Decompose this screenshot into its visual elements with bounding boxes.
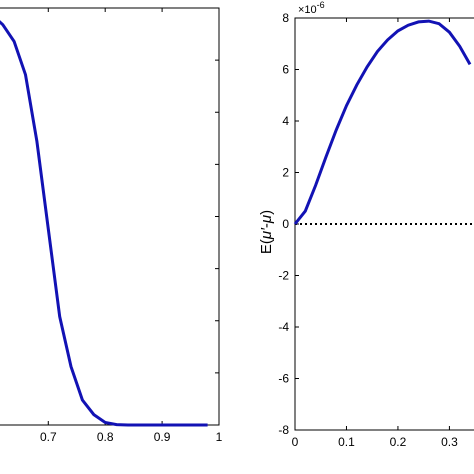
right-y-tick-label-6: 4 bbox=[282, 114, 289, 128]
left-series-line bbox=[0, 20, 208, 427]
left-x-tick-label-1: 0.7 bbox=[40, 430, 57, 444]
left-plot-frame bbox=[0, 7, 220, 426]
left-axis-ticks bbox=[47, 7, 220, 426]
left-x-tick-labels: .60.70.80.91 bbox=[40, 430, 223, 444]
right-x-tick-label-0: 0 bbox=[292, 435, 299, 449]
right-y-tick-label-0: -8 bbox=[278, 423, 289, 437]
right-x-tick-label-3: 0.3 bbox=[441, 435, 458, 449]
right-y-tick-label-3: -2 bbox=[278, 269, 289, 283]
right-x-tick-label-1: 0.1 bbox=[338, 435, 355, 449]
right-y-tick-labels: -8 -6 -4 -2 0 2 4 6 8 bbox=[278, 11, 289, 437]
left-x-tick-label-4: 1 bbox=[216, 430, 223, 444]
y-exponent-label: ×10-6 bbox=[298, 0, 325, 16]
right-plot-panel: 0 0.1 0.2 0.3 -8 -6 -4 -2 0 2 4 6 8 ×10-6 E(μ′-μ) bbox=[258, 0, 474, 449]
right-y-tick-label-8: 8 bbox=[282, 11, 289, 25]
right-y-tick-label-2: -4 bbox=[278, 320, 289, 334]
right-y-tick-label-4: 0 bbox=[282, 217, 289, 231]
right-y-tick-label-1: -6 bbox=[278, 372, 289, 386]
right-series-line bbox=[293, 19, 472, 225]
right-x-tick-label-2: 0.2 bbox=[390, 435, 407, 449]
left-x-tick-label-2: 0.8 bbox=[97, 430, 114, 444]
right-y-axis-title: E(μ′-μ) bbox=[258, 210, 275, 254]
left-x-tick-label-3: 0.9 bbox=[154, 430, 171, 444]
right-x-tick-labels: 0 0.1 0.2 0.3 bbox=[292, 435, 458, 449]
right-y-tick-label-7: 6 bbox=[282, 63, 289, 77]
left-plot-panel: .60.70.80.91 bbox=[0, 7, 223, 444]
right-y-tick-label-5: 2 bbox=[282, 166, 289, 180]
